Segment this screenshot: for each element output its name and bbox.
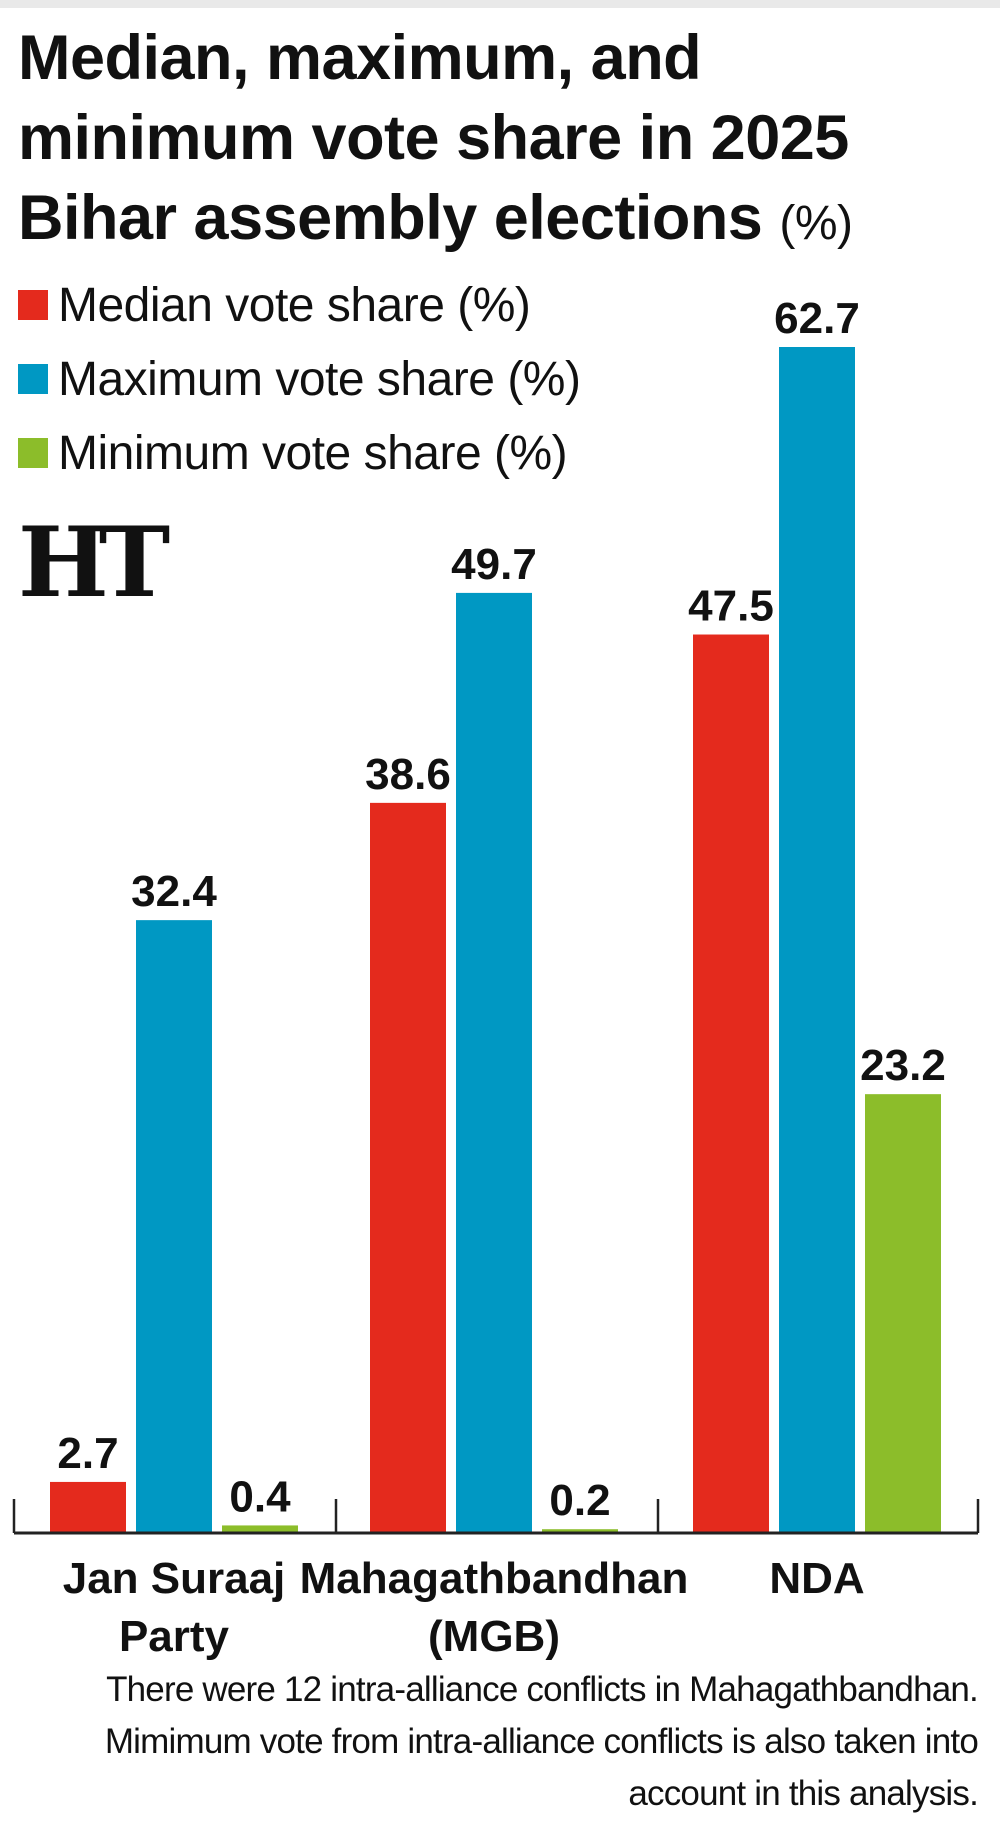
data-label-mahagathbandhan-minimum: 0.2 [549,1476,610,1525]
chart-title-text: Median, maximum, and minimum vote share … [18,23,849,253]
data-label-nda-minimum: 23.2 [860,1041,946,1090]
bar-chart: 2.7 32.4 0.4 Jan Suraaj Party 38.6 49.7 0.2 Maha… [12,294,980,1660]
bar-nda-median [693,634,769,1533]
legend-swatch-minimum [18,438,48,468]
legend-item-minimum: Minimum vote share (%) [18,416,580,490]
legend-swatch-maximum [18,364,48,394]
x-tick-label-mahagathbandhan-1: Mahagathbandhan [300,1554,689,1603]
legend-label-maximum: Maximum vote share (%) [58,352,581,406]
footnote-line-3: account in this analysis. [628,1774,978,1813]
chart-title-unit: (%) [779,197,853,250]
bar-jan-suraaj-median [50,1481,126,1533]
x-tick-label-jan-suraaj-1: Jan Suraaj [63,1554,286,1603]
bar-mahagathbandhan-maximum [456,592,532,1533]
bar-mahagathbandhan-minimum [542,1529,618,1533]
chart-title: Median, maximum, and minimum vote share … [18,18,978,264]
bar-jan-suraaj-maximum [136,920,212,1533]
bar-nda-maximum [779,347,855,1533]
x-tick-label-mahagathbandhan-2: (MGB) [428,1612,560,1660]
footnote: There were 12 intra-alliance conflicts i… [18,1664,979,1820]
bar-mahagathbandhan-median [370,802,446,1533]
x-tick-label-nda-1: NDA [769,1554,864,1603]
data-label-nda-median: 47.5 [688,582,774,631]
footnote-line-2: Mimimum vote from intra-alliance conflic… [104,1722,979,1761]
legend: Median vote share (%) Maximum vote share… [18,268,581,490]
legend-swatch-median [18,290,48,320]
footnote-line-1: There were 12 intra-alliance conflicts i… [106,1670,979,1709]
legend-item-maximum: Maximum vote share (%) [18,342,581,416]
bar-nda-minimum [865,1094,941,1533]
x-tick-label-jan-suraaj-2: Party [119,1612,230,1660]
data-label-mahagathbandhan-maximum: 49.7 [451,540,537,589]
data-label-mahagathbandhan-median: 38.6 [365,750,451,799]
data-label-nda-maximum: 62.7 [774,294,860,343]
top-rule [0,0,1000,8]
data-label-jan-suraaj-median: 2.7 [57,1429,118,1478]
data-label-jan-suraaj-minimum: 0.4 [229,1472,291,1521]
legend-label-median: Median vote share (%) [58,278,531,332]
data-label-jan-suraaj-maximum: 32.4 [131,867,217,916]
ht-logo: HT [18,506,170,619]
legend-item-median: Median vote share (%) [18,268,580,342]
bar-jan-suraaj-minimum [222,1525,298,1533]
legend-label-minimum: Minimum vote share (%) [58,426,568,480]
